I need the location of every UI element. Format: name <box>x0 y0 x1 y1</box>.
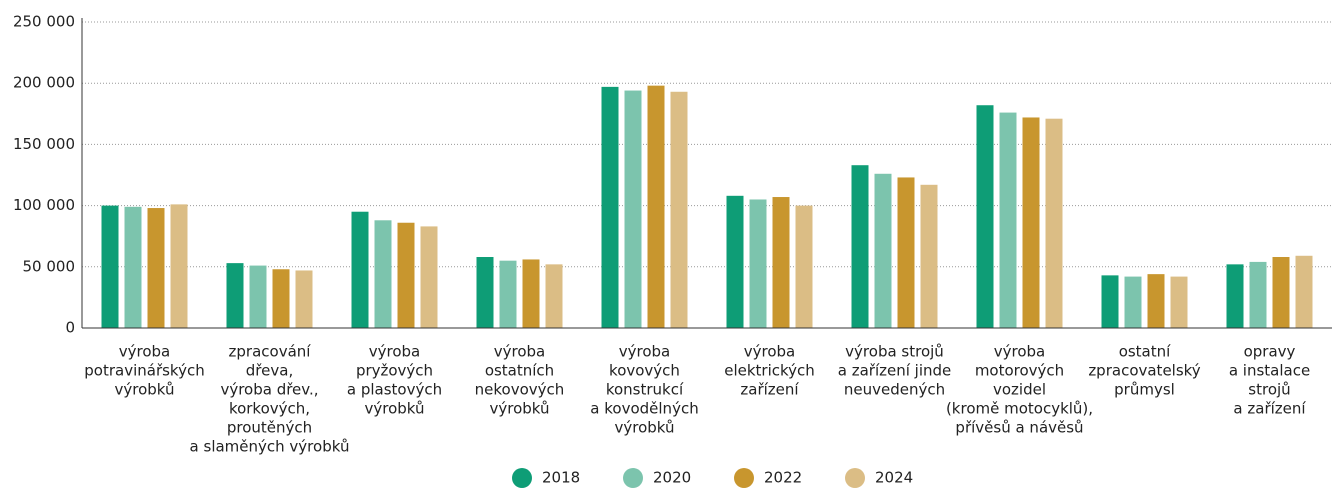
x-tick-label: přívěsů a návěsů <box>955 419 1083 437</box>
bar <box>726 195 744 328</box>
x-tick-label: výroba <box>994 343 1045 361</box>
bar <box>295 270 313 328</box>
bar <box>874 173 892 328</box>
bar <box>920 184 938 328</box>
bar <box>601 86 619 328</box>
bar <box>795 205 813 328</box>
x-tick-label: dřeva, <box>246 362 293 380</box>
x-tick-label: výroba <box>744 343 795 361</box>
bar <box>670 91 688 328</box>
bar <box>1170 276 1188 328</box>
bar <box>749 199 767 328</box>
bar <box>170 204 188 328</box>
bar <box>772 197 790 328</box>
x-tick-label: elektrických <box>724 362 815 380</box>
x-tick-label: ostatní <box>1119 343 1171 361</box>
bar <box>1022 117 1040 328</box>
x-tick-label: a plastových <box>347 381 442 399</box>
bar <box>1045 118 1063 328</box>
x-tick-label: a zařízení <box>1233 400 1306 418</box>
y-tick-label: 250 000 <box>13 13 75 31</box>
bar <box>272 269 290 328</box>
y-tick-label: 100 000 <box>13 196 75 214</box>
x-tick-label: proutěných <box>227 419 312 437</box>
bar <box>545 264 563 328</box>
x-tick-label: a kovodělných <box>590 400 698 418</box>
x-tick-label: a slaměných výrobků <box>190 438 350 456</box>
bar <box>351 211 369 328</box>
x-tick-label: výroba strojů <box>845 343 944 361</box>
bar <box>1226 264 1244 328</box>
bar <box>1249 261 1267 328</box>
bar <box>647 85 665 328</box>
bar <box>397 222 415 328</box>
bar <box>476 257 494 328</box>
bar <box>624 90 642 328</box>
x-tick-label: (kromě motocyklů), <box>946 400 1093 418</box>
x-tick-label: zařízení <box>740 381 799 399</box>
x-tick-label: zpracovatelský <box>1088 362 1200 380</box>
bar <box>976 105 994 329</box>
bar <box>124 206 142 328</box>
x-tick-label: opravy <box>1244 343 1296 361</box>
x-tick-label: výroba <box>369 343 420 361</box>
bar <box>147 208 165 328</box>
y-tick-label: 150 000 <box>13 135 75 153</box>
y-tick-label: 0 <box>65 319 75 337</box>
x-tick-label: průmysl <box>1114 381 1175 399</box>
x-tick-label: zpracování <box>229 343 312 361</box>
x-tick-label: výroba <box>494 343 545 361</box>
bar <box>499 260 517 328</box>
x-tick-label: výroba <box>619 343 670 361</box>
x-tick-label: kovových <box>609 362 680 380</box>
bar <box>999 112 1017 329</box>
bar <box>101 205 119 328</box>
y-tick-label: 50 000 <box>23 257 76 275</box>
bar <box>1272 257 1290 328</box>
bar <box>226 263 244 328</box>
x-tick-label: výrobků <box>364 400 424 418</box>
bar <box>851 165 869 328</box>
legend-label: 2020 <box>653 469 691 487</box>
x-tick-label: vozidel <box>993 381 1046 399</box>
x-tick-label: potravinářských <box>84 362 204 380</box>
legend-label: 2024 <box>875 469 913 487</box>
legend-swatch <box>845 468 865 488</box>
x-tick-label: výrobků <box>614 419 674 437</box>
x-tick-label: a zařízení jinde <box>838 362 952 380</box>
legend-swatch <box>623 468 643 488</box>
x-tick-label: neuvedených <box>844 381 945 399</box>
x-tick-label: výroba dřev., <box>220 381 318 399</box>
bar <box>374 220 392 328</box>
x-tick-label: strojů <box>1248 381 1290 399</box>
bar <box>420 226 438 328</box>
x-tick-label: výrobků <box>114 381 174 399</box>
x-tick-label: ostatních <box>485 362 554 380</box>
bar <box>1147 274 1165 328</box>
y-tick-label: 200 000 <box>13 74 75 92</box>
legend-swatch <box>734 468 754 488</box>
legend-label: 2022 <box>764 469 802 487</box>
x-tick-label: výrobků <box>489 400 549 418</box>
x-tick-label: korkových, <box>229 400 310 418</box>
legend-swatch <box>512 468 532 488</box>
x-tick-label: výroba <box>119 343 170 361</box>
x-tick-label: a instalace <box>1229 362 1310 380</box>
x-tick-label: konstrukcí <box>606 381 684 399</box>
bar <box>522 259 540 328</box>
x-tick-label: pryžových <box>356 362 433 380</box>
bar <box>1295 255 1313 328</box>
bar <box>897 177 915 328</box>
bar <box>1124 276 1142 328</box>
x-tick-label: motorových <box>975 362 1064 380</box>
x-tick-label: nekovových <box>475 381 565 399</box>
bar <box>249 265 267 328</box>
bar <box>1101 275 1119 328</box>
legend-label: 2018 <box>542 469 580 487</box>
